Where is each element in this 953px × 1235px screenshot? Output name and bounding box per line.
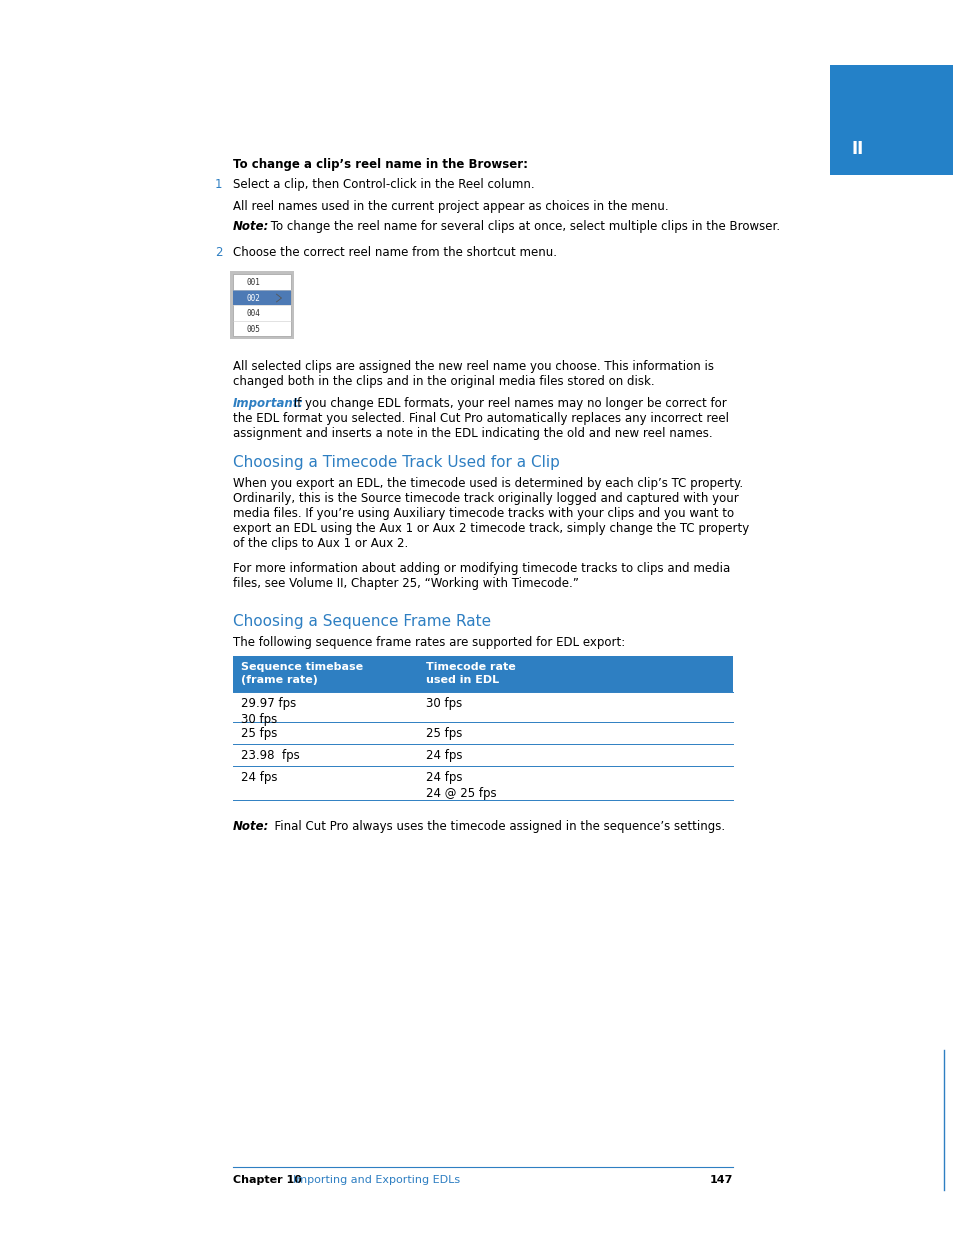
Bar bbox=[233, 274, 291, 336]
Text: 24 fps
24 @ 25 fps: 24 fps 24 @ 25 fps bbox=[426, 771, 497, 800]
Text: 24 fps: 24 fps bbox=[241, 771, 277, 784]
Text: 25 fps: 25 fps bbox=[241, 727, 277, 740]
Text: 25 fps: 25 fps bbox=[426, 727, 462, 740]
Bar bbox=[829, 65, 953, 175]
Text: changed both in the clips and in the original media files stored on disk.: changed both in the clips and in the ori… bbox=[233, 375, 654, 388]
Text: of the clips to Aux 1 or Aux 2.: of the clips to Aux 1 or Aux 2. bbox=[233, 537, 408, 550]
Text: 24 fps: 24 fps bbox=[426, 748, 462, 762]
Text: the EDL format you selected. Final Cut Pro automatically replaces any incorrect : the EDL format you selected. Final Cut P… bbox=[233, 412, 728, 425]
Text: Choose the correct reel name from the shortcut menu.: Choose the correct reel name from the sh… bbox=[233, 246, 557, 259]
Text: Note:: Note: bbox=[233, 820, 269, 832]
Text: Choosing a Sequence Frame Rate: Choosing a Sequence Frame Rate bbox=[233, 614, 491, 629]
Text: If you change EDL formats, your reel names may no longer be correct for: If you change EDL formats, your reel nam… bbox=[290, 396, 726, 410]
Bar bbox=[233, 289, 291, 305]
Text: 001: 001 bbox=[246, 278, 260, 287]
Text: Final Cut Pro always uses the timecode assigned in the sequence’s settings.: Final Cut Pro always uses the timecode a… bbox=[267, 820, 724, 832]
Text: export an EDL using the Aux 1 or Aux 2 timecode track, simply change the TC prop: export an EDL using the Aux 1 or Aux 2 t… bbox=[233, 522, 748, 535]
Bar bbox=[230, 270, 294, 338]
Text: Select a clip, then Control-click in the Reel column.: Select a clip, then Control-click in the… bbox=[233, 178, 534, 191]
Text: Important:: Important: bbox=[233, 396, 304, 410]
Text: Sequence timebase
(frame rate): Sequence timebase (frame rate) bbox=[241, 662, 363, 684]
Text: media files. If you’re using Auxiliary timecode tracks with your clips and you w: media files. If you’re using Auxiliary t… bbox=[233, 508, 734, 520]
Text: 005: 005 bbox=[246, 325, 260, 333]
Text: 2: 2 bbox=[214, 246, 222, 259]
Text: 1: 1 bbox=[214, 178, 222, 191]
Text: To change the reel name for several clips at once, select multiple clips in the : To change the reel name for several clip… bbox=[267, 220, 780, 233]
Text: All reel names used in the current project appear as choices in the menu.: All reel names used in the current proje… bbox=[233, 200, 668, 212]
Text: 004: 004 bbox=[246, 309, 260, 319]
Text: 23.98  fps: 23.98 fps bbox=[241, 748, 299, 762]
Text: II: II bbox=[851, 140, 863, 158]
Text: 30 fps: 30 fps bbox=[426, 697, 462, 710]
Text: For more information about adding or modifying timecode tracks to clips and medi: For more information about adding or mod… bbox=[233, 562, 729, 576]
Text: 29.97 fps
30 fps: 29.97 fps 30 fps bbox=[241, 697, 296, 726]
Text: Choosing a Timecode Track Used for a Clip: Choosing a Timecode Track Used for a Cli… bbox=[233, 454, 559, 471]
Text: When you export an EDL, the timecode used is determined by each clip’s TC proper: When you export an EDL, the timecode use… bbox=[233, 477, 742, 490]
Text: Importing and Exporting EDLs: Importing and Exporting EDLs bbox=[293, 1174, 459, 1186]
Text: Timecode rate
used in EDL: Timecode rate used in EDL bbox=[426, 662, 516, 684]
Text: Note:: Note: bbox=[233, 220, 269, 233]
Text: assignment and inserts a note in the EDL indicating the old and new reel names.: assignment and inserts a note in the EDL… bbox=[233, 427, 712, 440]
Text: The following sequence frame rates are supported for EDL export:: The following sequence frame rates are s… bbox=[233, 636, 624, 650]
Text: Chapter 10: Chapter 10 bbox=[233, 1174, 301, 1186]
Text: files, see Volume II, Chapter 25, “Working with Timecode.”: files, see Volume II, Chapter 25, “Worki… bbox=[233, 577, 578, 590]
Bar bbox=[233, 656, 732, 692]
Text: All selected clips are assigned the new reel name you choose. This information i: All selected clips are assigned the new … bbox=[233, 359, 713, 373]
Text: 147: 147 bbox=[709, 1174, 732, 1186]
Text: Ordinarily, this is the Source timecode track originally logged and captured wit: Ordinarily, this is the Source timecode … bbox=[233, 492, 738, 505]
Text: 002: 002 bbox=[246, 294, 260, 303]
Text: To change a clip’s reel name in the Browser:: To change a clip’s reel name in the Brow… bbox=[233, 158, 527, 170]
